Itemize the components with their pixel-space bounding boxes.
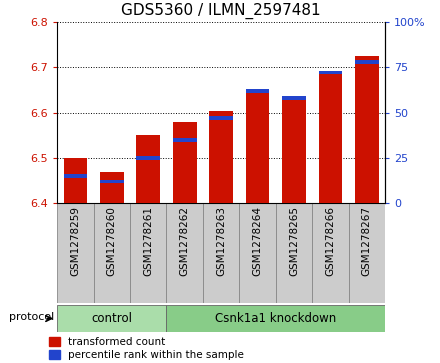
Bar (63, 174, 87, 178)
Bar (276, 203, 312, 303)
Text: GSM1278262: GSM1278262 (180, 206, 190, 276)
Bar (203, 203, 239, 303)
Bar (57, 305, 166, 332)
Bar (282, 96, 306, 100)
Bar (166, 203, 203, 303)
Bar (57, 203, 94, 303)
Bar (348, 203, 385, 303)
Text: GSM1278266: GSM1278266 (325, 206, 335, 276)
Bar (319, 72, 342, 203)
Text: GSM1278265: GSM1278265 (289, 206, 299, 276)
Bar (63, 158, 87, 203)
Bar (355, 56, 379, 203)
Text: GSM1278263: GSM1278263 (216, 206, 226, 276)
Bar (94, 203, 130, 303)
Bar (282, 97, 306, 203)
Bar (136, 156, 160, 160)
Bar (209, 116, 233, 120)
Text: GSM1278259: GSM1278259 (70, 206, 81, 276)
Bar (246, 89, 269, 93)
Text: protocol: protocol (9, 312, 54, 322)
Bar (166, 305, 385, 332)
Text: control: control (92, 312, 132, 325)
Bar (173, 138, 197, 142)
Bar (173, 122, 197, 203)
Bar (312, 203, 348, 303)
Bar (319, 71, 342, 74)
Bar (239, 203, 276, 303)
Bar (100, 180, 124, 183)
Bar (355, 60, 379, 64)
Text: GSM1278267: GSM1278267 (362, 206, 372, 276)
Bar (130, 203, 166, 303)
Text: GSM1278261: GSM1278261 (143, 206, 153, 276)
Bar (100, 172, 124, 203)
Bar (209, 111, 233, 203)
Text: GSM1278264: GSM1278264 (253, 206, 263, 276)
Title: GDS5360 / ILMN_2597481: GDS5360 / ILMN_2597481 (121, 3, 321, 19)
Bar (136, 135, 160, 203)
Text: GSM1278260: GSM1278260 (107, 206, 117, 276)
Legend: transformed count, percentile rank within the sample: transformed count, percentile rank withi… (49, 337, 244, 360)
Bar (246, 92, 269, 203)
Text: Csnk1a1 knockdown: Csnk1a1 knockdown (215, 312, 336, 325)
